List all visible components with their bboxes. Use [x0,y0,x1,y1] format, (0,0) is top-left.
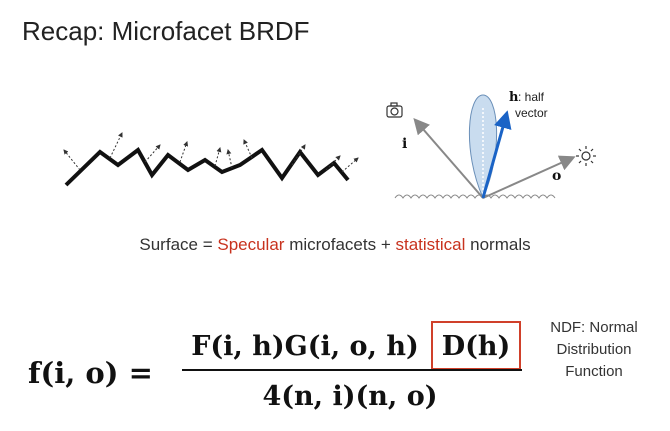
formula-lhs: f(i, o) = [28,356,153,390]
caption: Surface = Specular microfacets + statist… [139,235,530,254]
caption-part: microfacets + [284,235,395,254]
caption-part: Surface = [139,235,217,254]
formula-highlight: D(h) [442,331,511,362]
note-line: Distribution [556,341,631,358]
title: Recap: Microfacet BRDF [22,16,310,46]
h-label: h [509,90,519,105]
caption-part: normals [465,235,530,254]
h-text: : half [518,90,545,104]
formula-denominator: 4(n, i)(n, o) [262,381,437,412]
i-label: i [402,136,407,152]
formula-numerator: F(i, h)G(i, o, h) [191,331,419,362]
caption-highlight: statistical [395,235,465,254]
o-label: o [552,168,561,184]
caption-highlight: Specular [217,235,284,254]
h-text: vector [515,106,548,120]
brdf-diagram: h : half vector i o [386,90,596,200]
note-line: Function [565,363,623,380]
formula: f(i, o) = F(i, h)G(i, o, h) D(h) 4(n, i)… [28,321,522,412]
microfacet-surface [63,132,359,187]
note-line: NDF: Normal [550,319,638,336]
